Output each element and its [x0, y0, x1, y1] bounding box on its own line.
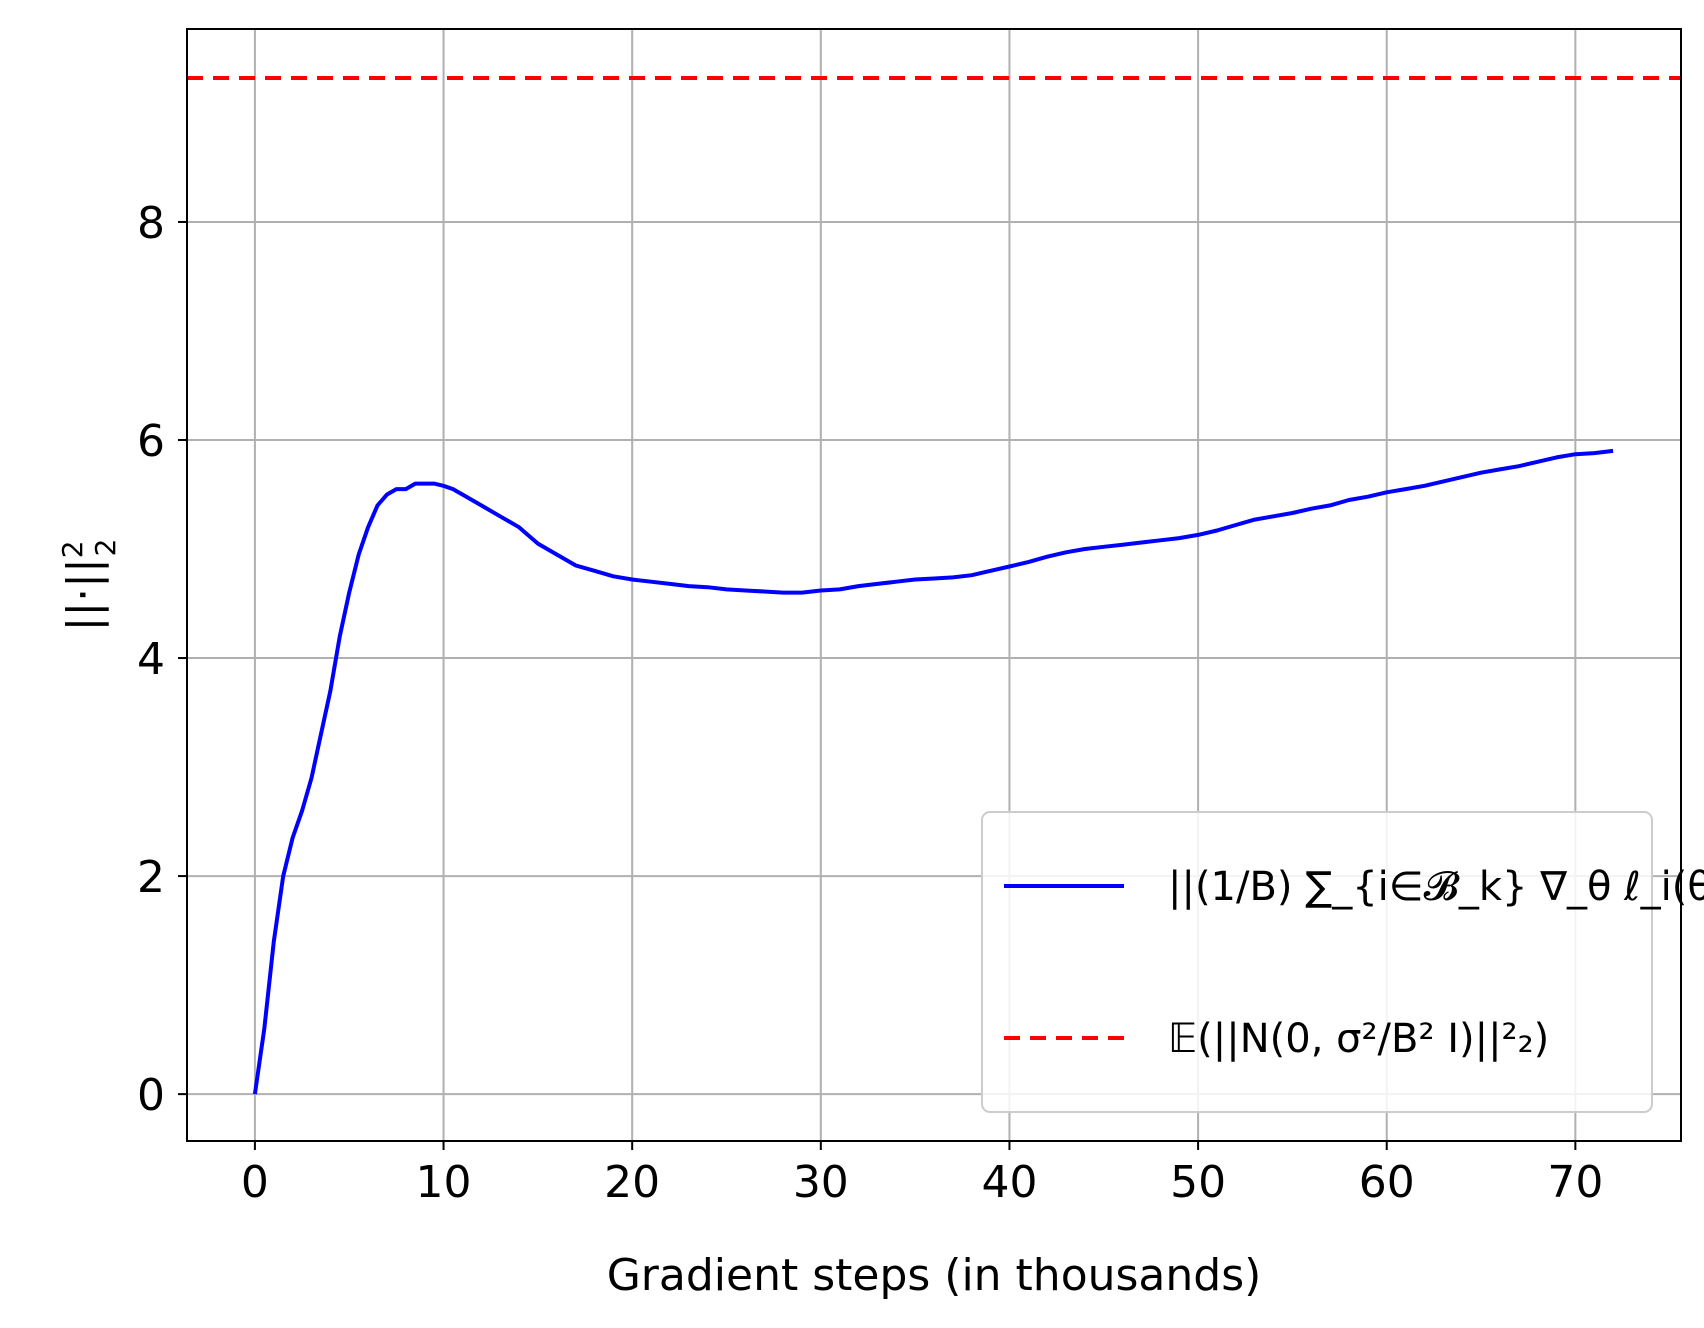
- y-tick-label: 6: [137, 416, 165, 467]
- x-tick-label: 70: [1547, 1157, 1603, 1208]
- series-layer: [252, 448, 1614, 1095]
- legend-box: [981, 811, 1653, 1113]
- x-tick-label: 40: [981, 1157, 1037, 1208]
- legend-label-minibatch-gradient-norm: ||(1/B) ∑_{i∈𝓑_k} ∇_θ ℓ_i(θ_k)||²₂: [1168, 864, 1704, 910]
- legend: ||(1/B) ∑_{i∈𝓑_k} ∇_θ ℓ_i(θ_k)||²₂ 𝔼(||N…: [981, 811, 1704, 1113]
- y-tick-label: 2: [137, 852, 165, 903]
- series-minibatch-gradient-norm-line: [252, 448, 1614, 1095]
- x-tick-label: 0: [241, 1157, 269, 1208]
- x-tick-label: 60: [1359, 1157, 1415, 1208]
- x-tick-label: 10: [416, 1157, 472, 1208]
- x-tick-label: 50: [1170, 1157, 1226, 1208]
- x-tick-label: 20: [604, 1157, 660, 1208]
- ticks: 0 10 20 30 40 50 60 70 0 2 4 6 8: [137, 198, 1603, 1208]
- plot-area-frame: [186, 28, 1682, 1142]
- x-axis-label: Gradient steps (in thousands): [607, 1250, 1262, 1301]
- y-tick-label: 4: [137, 634, 165, 685]
- y-tick-label: 8: [137, 198, 165, 249]
- legend-label-noise-expectation: 𝔼(||N(0, σ²/B² I)||²₂): [1168, 1016, 1549, 1062]
- y-tick-label: 0: [137, 1070, 165, 1121]
- x-tick-label: 30: [793, 1157, 849, 1208]
